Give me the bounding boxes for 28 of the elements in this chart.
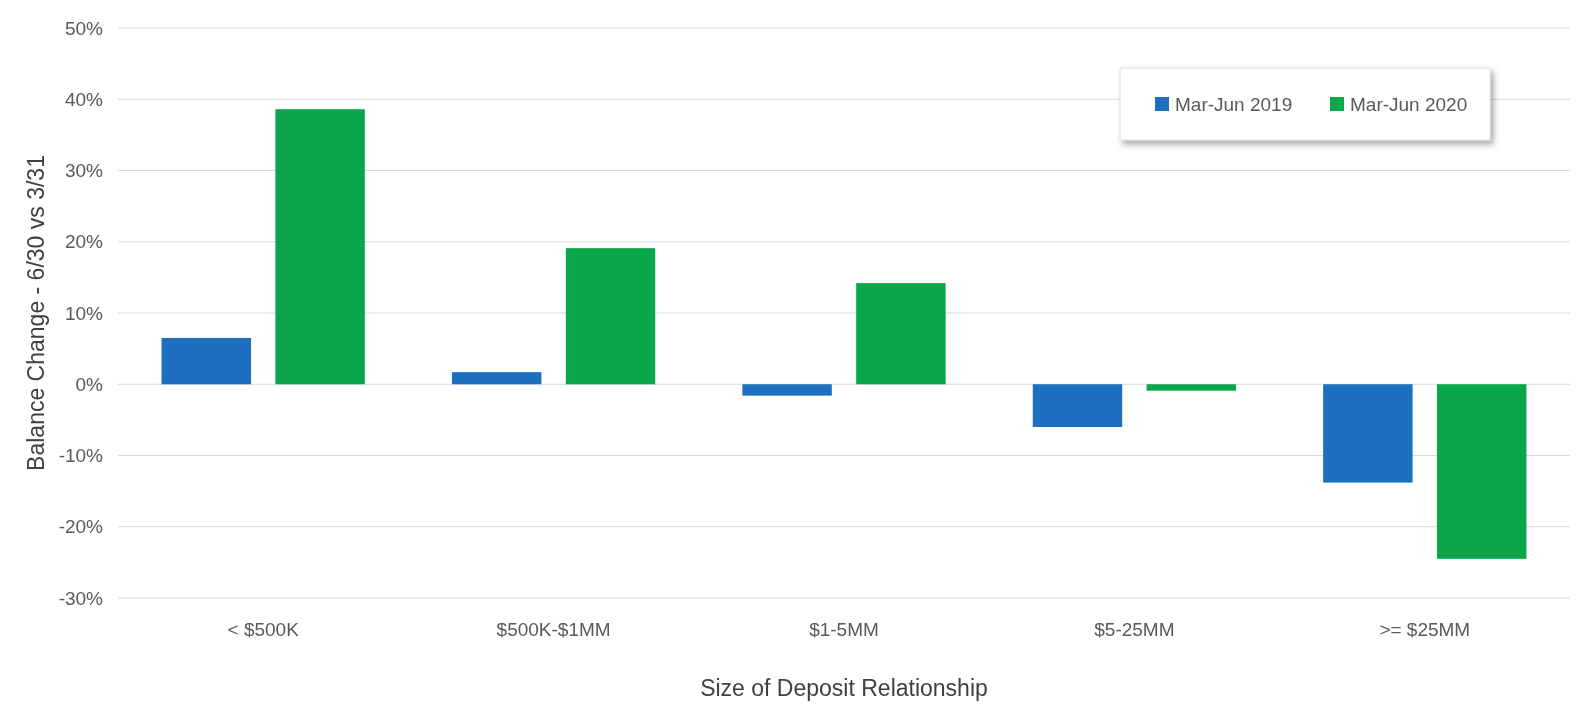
bar [565,248,656,385]
legend-label: Mar-Jun 2020 [1350,93,1468,115]
bar [856,283,946,385]
x-tick-label: $500K-$1MM [496,619,611,640]
y-tick-label: -30% [58,587,104,609]
y-tick-label: 20% [64,231,104,253]
bar [1146,384,1237,391]
bar [161,337,251,385]
x-tick-label: $1-5MM [809,619,879,640]
bar [451,372,542,385]
bar [1437,384,1527,559]
y-tick-label: 0% [75,373,104,395]
bar [742,384,832,396]
y-tick-label: -10% [58,445,104,467]
y-tick-label: 40% [64,88,104,110]
legend-label: Mar-Jun 2019 [1175,93,1293,115]
y-tick-label: -20% [58,516,104,538]
bar [1032,384,1123,427]
bar [1323,384,1413,483]
x-tick-label: $5-25MM [1094,619,1175,640]
y-tick-label: 30% [64,160,104,182]
y-tick-label: 50% [64,17,104,39]
bar [275,109,365,385]
x-axis-title: Size of Deposit Relationship [700,675,988,701]
x-tick-label: < $500K [227,619,300,640]
y-axis-title: Balance Change - 6/30 vs 3/31 [23,155,49,471]
y-tick-label: 10% [64,302,104,324]
x-tick-label: >= $25MM [1379,619,1471,640]
